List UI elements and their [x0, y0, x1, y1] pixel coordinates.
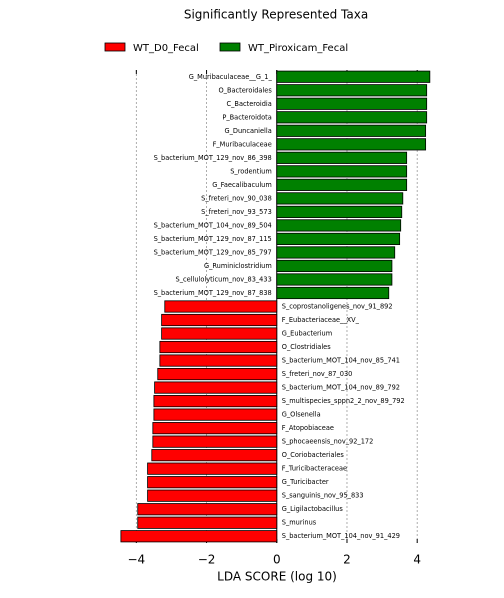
category-label: G_Ligilactobacillus	[282, 505, 344, 513]
bar	[159, 354, 278, 367]
bar	[147, 476, 278, 489]
bar	[154, 381, 278, 394]
chart-title: Significantly Represented Taxa	[184, 8, 368, 22]
bar	[276, 124, 427, 137]
category-label: G_Turicibacter	[282, 478, 329, 486]
bar	[120, 530, 278, 543]
category-label: S_rodentium	[230, 167, 272, 175]
bar	[153, 395, 278, 408]
category-label: O_Coriobacteriales	[282, 451, 345, 459]
x-tick-label: −2	[198, 553, 216, 567]
bar	[276, 178, 408, 191]
bar	[276, 286, 390, 300]
x-tick-label: 2	[343, 553, 351, 567]
category-label: P_Bacteroidota	[222, 113, 271, 121]
bar	[137, 516, 278, 529]
category-label: S_bacterium_MOT_104_nov_85_741	[282, 357, 400, 365]
category-label: S_bacterium_MOT_104_nov_91_429	[282, 532, 400, 540]
bar	[161, 327, 278, 340]
bar	[147, 462, 278, 475]
category-label: G_Olsenella	[282, 411, 321, 419]
x-tick-label: 4	[413, 553, 421, 567]
category-label: G_Eubacterium	[282, 330, 332, 338]
category-label: S_bacterium_MOT_129_nov_85_797	[154, 248, 272, 256]
category-label: F_Atopobiaceae	[282, 424, 334, 432]
category-label: S_murinus	[282, 519, 317, 527]
bar	[276, 273, 393, 286]
legend-swatch	[219, 42, 241, 52]
category-label: S_bacterium_MOT_104_nov_89_792	[282, 384, 400, 392]
bar	[161, 313, 278, 327]
bar	[276, 219, 402, 232]
category-label: S_cellulolyticum_nov_83_433	[176, 275, 272, 283]
category-label: O_Clostridiales	[282, 343, 331, 351]
bar	[137, 503, 278, 516]
category-label: G_Faecalibaculum	[212, 181, 272, 189]
category-label: S_multispecies_sppn2_2_nov_89_792	[282, 397, 405, 405]
category-label: S_bacterium_MOT_129_nov_86_398	[154, 154, 272, 162]
category-label: F_Eubacteriaceae__XV_	[282, 316, 360, 324]
category-label: S_freteri_nov_87_030	[282, 370, 353, 378]
x-axis-label: LDA SCORE (log 10)	[217, 570, 337, 584]
category-label: S_freteri_nov_93_573	[201, 208, 272, 216]
legend-swatch	[104, 42, 126, 52]
bar	[153, 408, 278, 421]
category-label: S_bacterium_MOT_129_nov_87_838	[154, 289, 272, 297]
bar	[147, 489, 278, 502]
bar	[276, 246, 396, 259]
bar	[152, 435, 278, 448]
bar	[276, 111, 428, 124]
legend-label: WT_D0_Fecal	[133, 43, 199, 54]
category-label: F_Turicibacteraceae	[282, 465, 347, 473]
bar	[276, 165, 408, 178]
bar	[276, 138, 427, 151]
bar	[276, 205, 403, 218]
category-label: S_bacterium_MOT_129_nov_87_115	[154, 235, 272, 243]
bar	[164, 300, 278, 313]
bar	[276, 84, 428, 97]
bar	[276, 70, 431, 83]
bar	[276, 192, 404, 205]
category-label: O_Bacteroidales	[218, 86, 272, 94]
bar	[276, 232, 401, 246]
category-label: F_Muribaculaceae	[213, 140, 272, 148]
legend-label: WT_Piroxicam_Fecal	[248, 43, 348, 54]
bar	[152, 422, 278, 435]
bar	[276, 259, 393, 273]
bar	[159, 340, 278, 354]
bar	[276, 97, 428, 110]
category-label: S_sanguinis_nov_95_833	[282, 492, 364, 500]
category-label: G_Muribaculaceae__G_1_	[189, 73, 273, 81]
category-label: C_Bacteroidia	[227, 100, 272, 108]
bar	[157, 367, 278, 381]
category-label: S_phocaeensis_nov_92_172	[282, 438, 374, 446]
category-label: G_Duncaniella	[224, 127, 271, 135]
category-label: S_freteri_nov_90_038	[201, 194, 272, 202]
bar	[151, 449, 278, 462]
x-tick-label: −4	[127, 553, 145, 567]
bar	[276, 151, 408, 164]
category-label: S_coprostanoligenes_nov_91_892	[282, 303, 393, 311]
category-label: G_Ruminiclostridium	[204, 262, 272, 270]
x-tick-label: 0	[273, 553, 281, 567]
category-label: S_bacterium_MOT_104_nov_89_504	[154, 221, 272, 229]
